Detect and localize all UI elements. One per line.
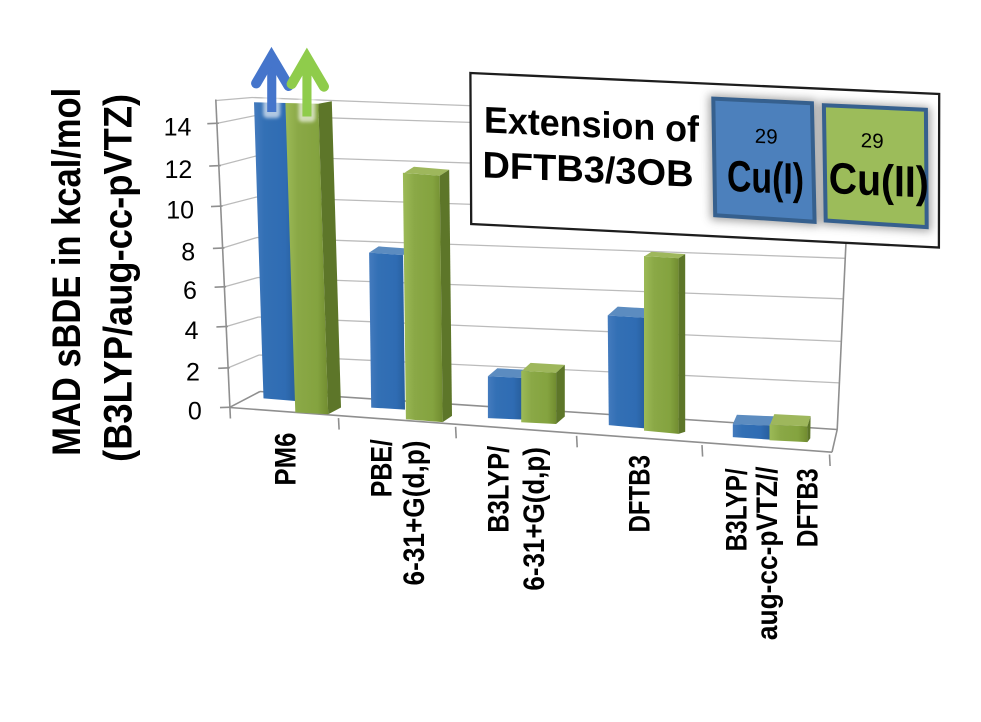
- svg-text:10: 10: [166, 197, 194, 225]
- svg-text:MAD sBDE in kcal/mol: MAD sBDE in kcal/mol: [45, 88, 89, 456]
- svg-text:12: 12: [164, 156, 192, 184]
- svg-text:0: 0: [188, 398, 202, 426]
- svg-text:(B3LYP/aug-cc-pVTZ): (B3LYP/aug-cc-pVTZ): [96, 94, 140, 462]
- svg-text:DFTB3/3OB: DFTB3/3OB: [483, 143, 694, 194]
- svg-text:Extension of: Extension of: [484, 98, 700, 150]
- svg-text:6-31+G(d,p): 6-31+G(d,p): [398, 441, 431, 586]
- svg-text:6: 6: [183, 277, 197, 305]
- svg-text:Cu(I): Cu(I): [727, 152, 804, 204]
- svg-text:PBE/: PBE/: [365, 439, 398, 498]
- svg-text:14: 14: [164, 114, 192, 142]
- svg-text:4: 4: [185, 317, 199, 345]
- svg-text:DFTB3: DFTB3: [791, 468, 824, 547]
- svg-text:29: 29: [755, 125, 778, 149]
- svg-text:8: 8: [181, 238, 195, 266]
- svg-text:2: 2: [186, 358, 200, 386]
- svg-text:6-31+G(d,p): 6-31+G(d,p): [518, 447, 551, 590]
- svg-text:aug-cc-pVTZ//: aug-cc-pVTZ//: [751, 466, 784, 640]
- svg-text:B3LYP/: B3LYP/: [721, 468, 754, 552]
- svg-text:B3LYP/: B3LYP/: [483, 445, 516, 533]
- svg-text:Cu(II): Cu(II): [829, 154, 929, 207]
- svg-text:29: 29: [861, 129, 884, 153]
- svg-text:DFTB3: DFTB3: [624, 455, 657, 533]
- svg-text:PM6: PM6: [270, 433, 303, 486]
